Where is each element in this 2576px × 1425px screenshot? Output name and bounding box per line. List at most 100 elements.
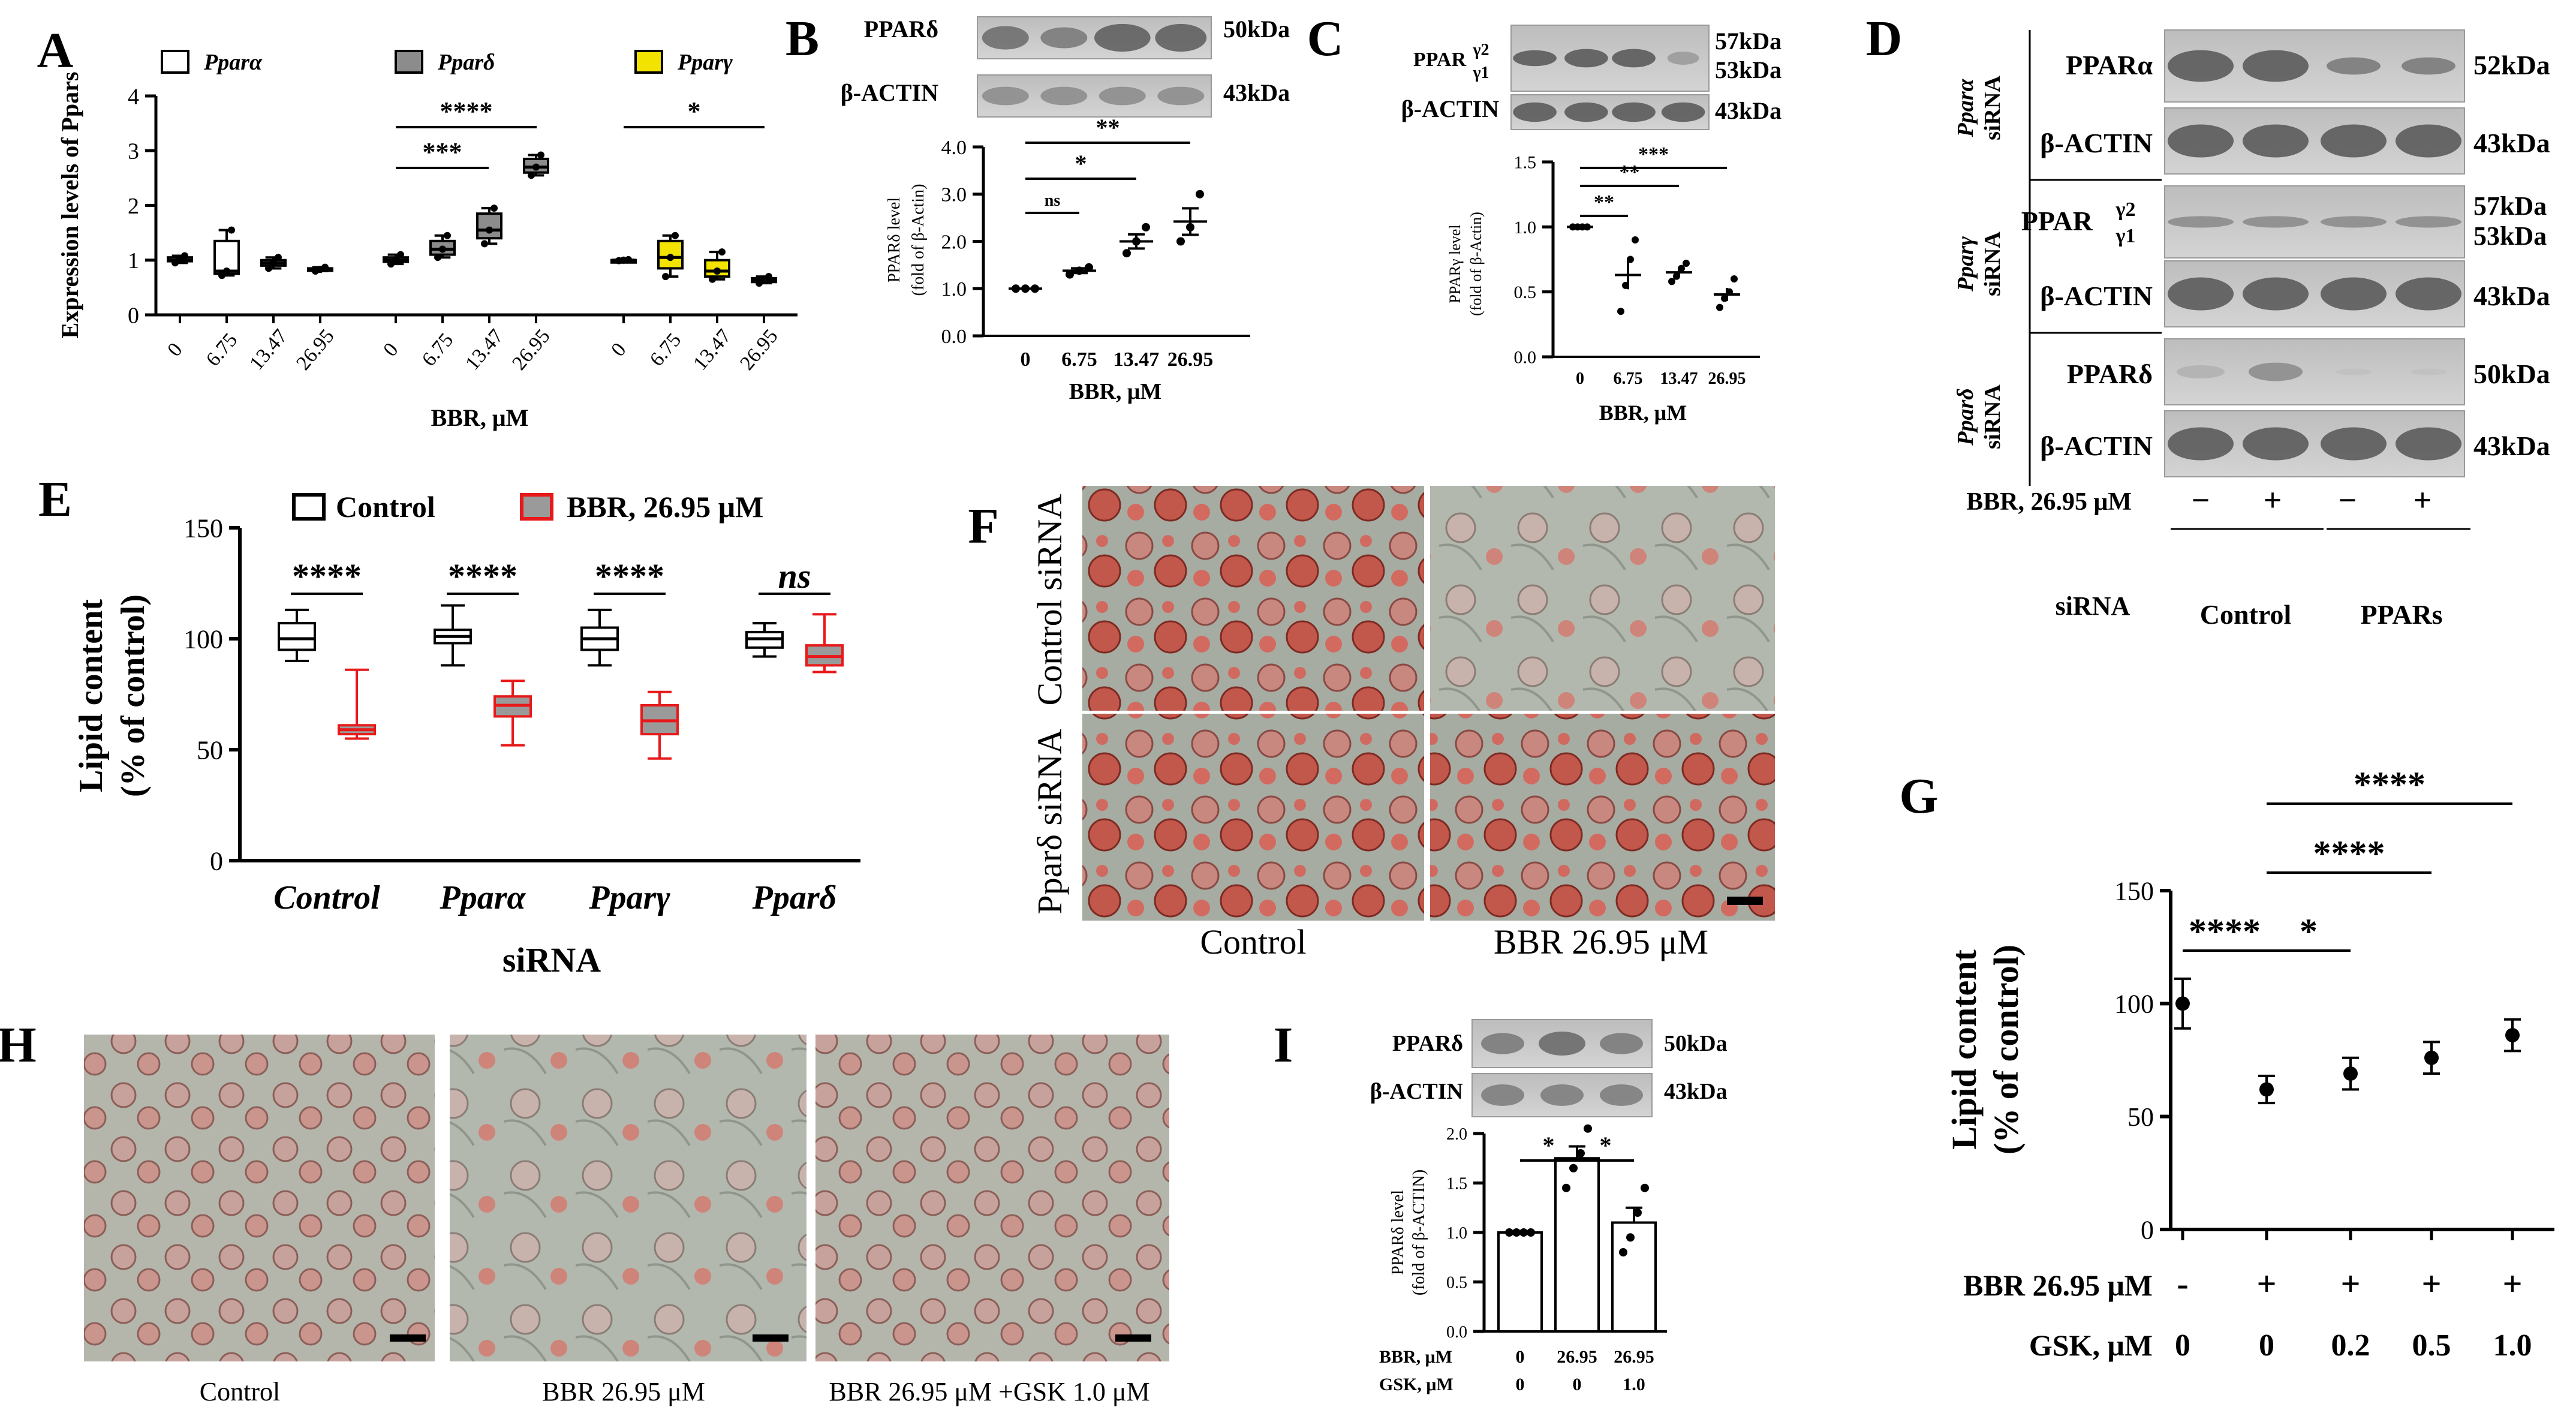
blotC-pparg-band [1564, 49, 1608, 68]
panel-label-E: E [38, 471, 72, 527]
chartG-row2-label: GSK, μM [2029, 1328, 2153, 1362]
blotD-protein: β-ACTIN [2040, 431, 2153, 461]
chartC-y-tick-label: 1.5 [1514, 153, 1537, 173]
blotI-ppard-band [1481, 1033, 1524, 1054]
chartE-sig-label: **** [595, 557, 664, 596]
chartB-x-tick-label: 0 [1021, 348, 1031, 371]
chartI-ylabel: (fold of β-ACTIN) [1410, 1170, 1428, 1295]
chartB-point [1176, 237, 1185, 246]
panel-label-B: B [786, 11, 819, 67]
chartI-point [1569, 1164, 1578, 1173]
chartA-point [537, 151, 544, 159]
chartA-box [476, 212, 502, 240]
chartG-sig-label: **** [2313, 834, 2385, 873]
micrograph-F-control-bbr [1430, 486, 1775, 711]
chartC-xlabel: BBR, μM [1599, 401, 1687, 425]
chartB-y-tick-label: 3.0 [941, 184, 967, 206]
chartG-row2-value: 0.2 [2331, 1328, 2370, 1363]
chartI-point [1562, 1183, 1570, 1192]
blotD-row-band [2243, 216, 2309, 228]
chartA-x-tick-label: 26.95 [508, 325, 555, 374]
chartA-xlabel: BBR, μM [431, 404, 529, 431]
blotD-sirna: siRNA [1980, 384, 2005, 449]
chartG-row1-value: + [2421, 1264, 2441, 1303]
chartA-x-tick-label: 13.47 [461, 325, 508, 374]
blotD-row-band [2168, 277, 2234, 311]
micrograph-F-control-control [1082, 486, 1424, 711]
chartE-ylabel: Lipid content [73, 599, 110, 792]
blotD-gene: Pparδ [1953, 388, 1978, 446]
chartG-row1-value: + [2256, 1264, 2276, 1303]
chartB-sig-label: ns [1045, 191, 1061, 210]
chartA-legend-label: Pparα [203, 50, 263, 75]
chartB-sig-label: * [1075, 150, 1087, 177]
blotD-row-band [2411, 368, 2446, 375]
blotD-protein: β-ACTIN [2040, 281, 2153, 311]
chartA-legend-swatch [395, 50, 423, 74]
chartI-y-tick-label: 0.5 [1446, 1273, 1467, 1292]
blotD-row-band [2396, 216, 2461, 228]
blotC-label: β-ACTIN [1401, 95, 1499, 122]
chartA-point [486, 226, 493, 234]
chartC-x-tick-label: 13.47 [1660, 369, 1698, 388]
chartA-x-tick-label: 26.95 [736, 325, 783, 374]
micro-H-label: Control [200, 1377, 280, 1406]
chartB-xlabel: BBR, μM [1069, 379, 1162, 404]
blotD-size: 43kDa [2473, 431, 2550, 461]
chartB-point [1196, 190, 1204, 199]
chartI-y-tick-label: 0.0 [1446, 1323, 1467, 1342]
blotD-size: 43kDa [2473, 128, 2550, 158]
chartA-y-tick-label: 4 [128, 84, 139, 109]
blotC-pparg-band [1612, 49, 1656, 68]
chartA-point [176, 256, 183, 264]
chartE-x-tick-label: Pparγ [588, 879, 670, 916]
blotI-label: PPARδ [1392, 1031, 1463, 1056]
chartC-point [1683, 260, 1690, 267]
chartG-row1-label: BBR 26.95 μM [1963, 1268, 2153, 1302]
chartG-ylabel: Lipid content [1945, 949, 1984, 1150]
chartA-legend-swatch [634, 50, 663, 74]
chartI-row2-label: GSK, μM [1379, 1375, 1453, 1394]
blotB-ppard-band [1094, 23, 1151, 52]
chartB-y-tick-label: 1.0 [941, 278, 967, 300]
chartE-sig-label: ns [778, 557, 811, 596]
blotI-actin-band [1540, 1084, 1584, 1106]
blotD-sirna: siRNA [1980, 76, 2005, 140]
chartI-row2-value: 0 [1573, 1375, 1582, 1394]
blotD-size: 52kDa [2473, 50, 2550, 80]
blotD-group: PPARs [2360, 599, 2442, 630]
chartA-point [528, 172, 535, 179]
chartE-legend-label: BBR, 26.95 μM [567, 490, 763, 524]
chartC-x-tick-label: 26.95 [1708, 369, 1746, 388]
micrograph-F-ppard-control [1082, 714, 1424, 921]
blotD-bbr-sign: + [2414, 482, 2432, 518]
chartB-x-tick-label: 6.75 [1061, 348, 1097, 371]
chartI-row1-value: 26.95 [1614, 1347, 1654, 1367]
chartG-y-tick-label: 50 [2127, 1102, 2154, 1132]
chartI-point [1512, 1228, 1521, 1237]
chartC-sig-label: *** [1638, 143, 1669, 166]
micrograph-H-control [84, 1035, 435, 1361]
chartB-x-tick-label: 26.95 [1167, 348, 1214, 371]
chartB-point [1142, 223, 1150, 232]
chartG-point [2424, 1050, 2439, 1065]
chartA-point [392, 256, 399, 264]
chartA-x-tick-label: 6.75 [646, 329, 686, 371]
blotC-actin-band [1612, 102, 1656, 122]
chartA-point [490, 205, 498, 212]
chartA-x-tick-label: 13.47 [689, 325, 736, 374]
blotC-sub: γ2 [1472, 41, 1489, 59]
blotB-actin-band [1040, 86, 1088, 106]
blotC-size: 57kDa [1715, 28, 1781, 55]
chartC-x-tick-label: 0 [1576, 369, 1584, 388]
chartI-point [1641, 1183, 1649, 1192]
chartB-x-tick-label: 13.47 [1114, 348, 1160, 371]
chartA-point [181, 252, 188, 260]
chartE-sig-label: **** [292, 557, 362, 596]
blotI-ppard-band [1539, 1032, 1585, 1056]
chartG-row1-value: + [2502, 1264, 2522, 1303]
chartC-point [1716, 303, 1723, 311]
micro-H-label: BBR 26.95 μM +GSK 1.0 μM [829, 1377, 1149, 1406]
blotD-row-band [2321, 216, 2387, 228]
blotB-ppard-band [1040, 27, 1088, 49]
